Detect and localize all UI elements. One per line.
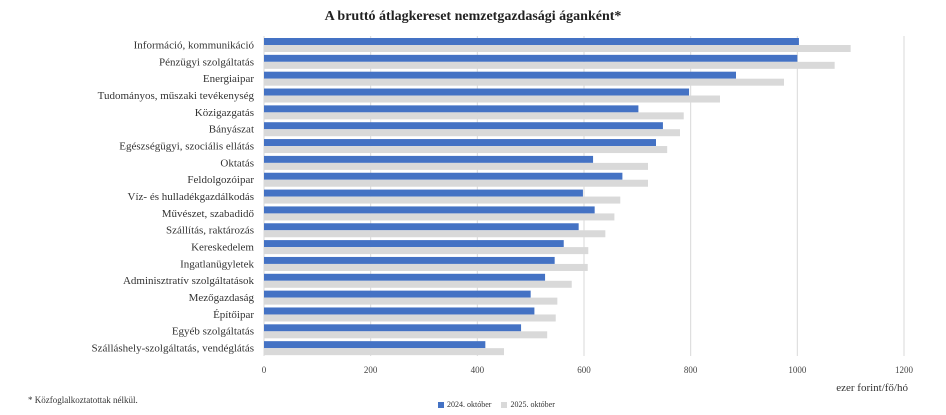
- bar-2025: [264, 45, 851, 52]
- footnote: * Közfoglalkoztatottak nélkül.: [28, 395, 138, 405]
- bar-2024: [264, 240, 564, 248]
- bar-2025: [264, 230, 606, 238]
- bar-2025: [264, 314, 556, 322]
- bars: [264, 38, 851, 356]
- category-label: Energiaipar: [203, 73, 254, 85]
- x-tick-labels: 0 200 400 600 800 1000 1200: [262, 365, 914, 375]
- bar-2024: [264, 206, 595, 214]
- legend-item-2025: 2025. október: [501, 400, 555, 409]
- bar-2024: [264, 139, 656, 147]
- bar-2024: [264, 324, 522, 332]
- bar-2025: [264, 61, 835, 69]
- bar-2024: [264, 122, 663, 130]
- bar-2024: [264, 256, 555, 264]
- x-tick-label: 1000: [788, 365, 807, 375]
- bar-2024: [264, 223, 579, 231]
- category-label: Ingatlanügyletek: [180, 258, 254, 270]
- category-label: Információ, kommunikáció: [134, 39, 255, 51]
- bar-2024: [264, 290, 531, 298]
- legend: 2024. október 2025. október: [438, 400, 555, 409]
- category-label: Feldolgozóipar: [187, 174, 254, 186]
- legend-swatch-2024: [438, 401, 444, 408]
- legend-swatch-2025: [501, 401, 508, 408]
- category-label: Építőipar: [213, 309, 254, 321]
- bar-2025: [264, 129, 680, 137]
- bar-2025: [264, 331, 548, 339]
- bar-2024: [264, 341, 486, 349]
- category-labels: Információ, kommunikáció Pénzügyi szolgál…: [92, 39, 255, 354]
- x-tick-label: 1200: [895, 365, 914, 375]
- category-label: Pénzügyi szolgáltatás: [159, 56, 254, 68]
- bar-2025: [264, 78, 784, 86]
- legend-label-2025: 2025. október: [510, 400, 555, 409]
- x-tick-label: 600: [577, 365, 591, 375]
- bar-2025: [264, 179, 648, 187]
- bar-2025: [264, 162, 648, 170]
- x-tick-label: 400: [471, 365, 485, 375]
- bar-2025: [264, 95, 720, 103]
- x-tick-label: 200: [364, 365, 378, 375]
- category-label: Adminisztratív szolgáltatások: [123, 275, 255, 287]
- bar-2024: [264, 307, 535, 315]
- bar-2025: [264, 348, 504, 356]
- bar-2024: [264, 88, 690, 96]
- category-label: Szállítás, raktározás: [166, 225, 254, 237]
- category-label: Egészségügyi, szociális ellátás: [119, 140, 254, 152]
- category-label: Kereskedelem: [191, 242, 254, 254]
- bar-2024: [264, 155, 594, 163]
- x-tick-label: 0: [262, 365, 267, 375]
- bar-2024: [264, 71, 736, 79]
- bar-2025: [264, 297, 558, 305]
- category-label: Oktatás: [220, 157, 254, 169]
- bar-2025: [264, 263, 588, 271]
- bar-2025: [264, 213, 615, 221]
- category-label: Szálláshely-szolgáltatás, vendéglátás: [92, 343, 255, 355]
- bar-2024: [264, 189, 583, 197]
- bar-2025: [264, 112, 684, 120]
- bar-2025: [264, 280, 572, 288]
- x-axis-label: ezer forint/fő/hó: [836, 382, 908, 394]
- bar-2024: [264, 54, 798, 62]
- bar-2025: [264, 146, 668, 154]
- category-label: Egyéb szolgáltatás: [172, 326, 254, 338]
- chart-title: A bruttó átlagkereset nemzetgazdasági ág…: [325, 9, 622, 24]
- category-label: Bányászat: [209, 124, 254, 136]
- legend-item-2024: 2024. október: [438, 400, 491, 409]
- category-label: Víz- és hulladékgazdálkodás: [128, 191, 254, 203]
- bar-2024: [264, 273, 546, 281]
- category-label: Tudományos, műszaki tevékenység: [98, 90, 255, 102]
- bar-2024: [264, 172, 623, 180]
- category-label: Művészet, szabadidő: [162, 208, 255, 220]
- category-label: Közigazgatás: [195, 107, 254, 119]
- bar-2024: [264, 105, 639, 113]
- legend-label-2024: 2024. október: [447, 400, 492, 409]
- bar-2025: [264, 196, 621, 204]
- x-tick-label: 800: [684, 365, 698, 375]
- bar-2025: [264, 247, 589, 255]
- category-label: Mezőgazdaság: [189, 292, 255, 304]
- bar-2024: [264, 38, 799, 45]
